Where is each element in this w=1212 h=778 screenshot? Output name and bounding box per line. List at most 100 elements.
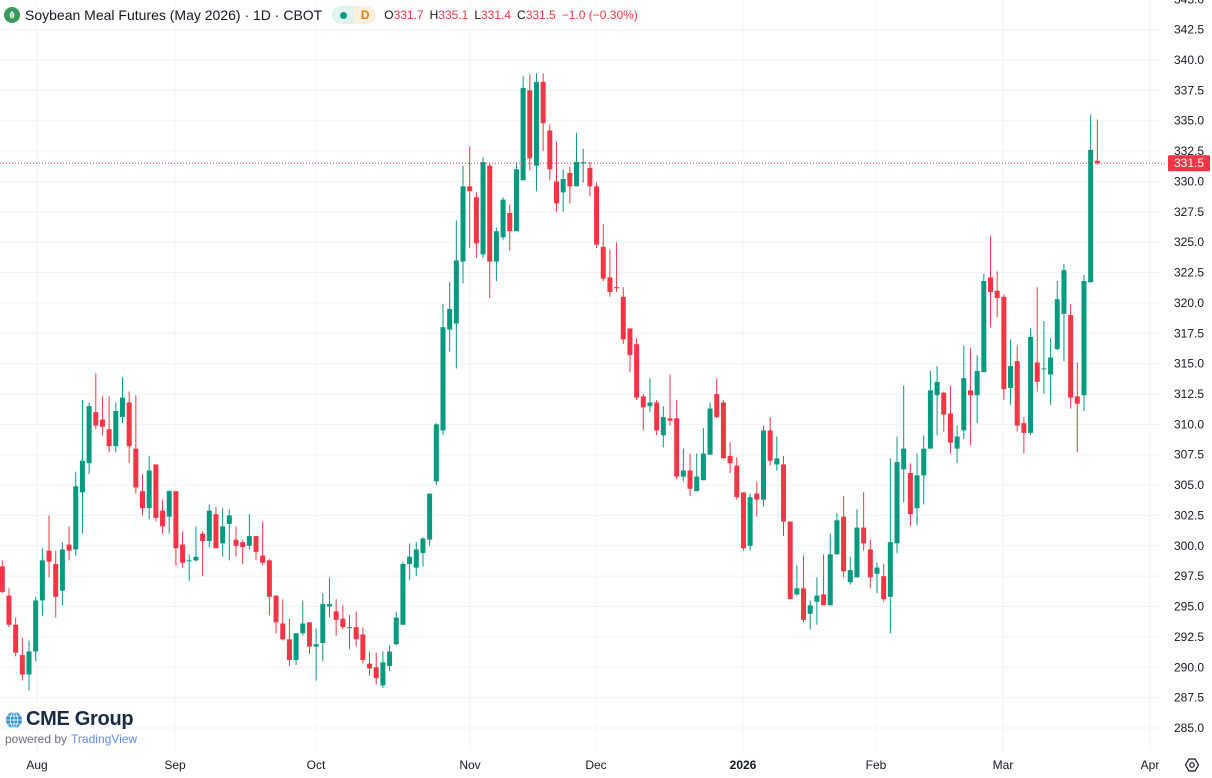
candle-body <box>360 634 366 660</box>
candle-body <box>747 497 753 546</box>
candle-body <box>740 492 746 549</box>
candle-body <box>861 527 867 544</box>
candle-body <box>380 662 386 686</box>
y-tick-label: 332.5 <box>1174 144 1204 158</box>
candle-body <box>347 627 353 629</box>
candle-up <box>447 282 453 352</box>
candle-up <box>807 600 813 630</box>
candle-up <box>26 640 32 691</box>
candle-up <box>927 370 933 449</box>
last-price-value: 331.5 <box>1174 156 1204 170</box>
candle-down <box>727 442 733 473</box>
candle-down <box>654 400 660 436</box>
y-tick-label: 315.0 <box>1174 357 1204 371</box>
candle-up <box>313 628 319 681</box>
candle-down <box>273 595 279 634</box>
candle-down <box>967 347 973 445</box>
delayed-badge[interactable]: D <box>354 6 377 24</box>
candle-body <box>99 419 105 427</box>
candle-up <box>420 537 426 567</box>
candle-body <box>1054 299 1060 350</box>
candle-down <box>941 391 947 432</box>
candle-body <box>306 622 312 647</box>
candle-up <box>320 593 326 662</box>
candle-body <box>941 392 947 415</box>
candle-down <box>280 599 286 641</box>
candle-down <box>667 374 673 426</box>
time-axis[interactable]: Aug Sep Oct Nov Dec 2026 Feb Mar Apr <box>26 758 1159 772</box>
candle-body <box>781 464 787 522</box>
candle-body <box>206 510 212 541</box>
gear-icon[interactable] <box>1184 757 1200 773</box>
tradingview-link[interactable]: TradingView <box>71 732 138 746</box>
open-label: O <box>384 8 394 22</box>
candle-down <box>553 141 559 212</box>
candle-body <box>600 247 606 279</box>
candle-up <box>1041 321 1047 394</box>
candle-body <box>560 179 566 193</box>
candle-body <box>119 397 125 418</box>
candle-body <box>754 493 760 500</box>
candle-down <box>861 492 867 551</box>
candle-up <box>407 543 413 580</box>
candle-body <box>66 544 72 551</box>
candle-up <box>460 165 466 284</box>
candle-body <box>934 381 940 396</box>
candle-up <box>193 526 199 562</box>
candle-up <box>580 148 586 183</box>
candle-down <box>614 242 620 292</box>
candle-body <box>153 464 159 518</box>
price-axis[interactable]: 285.0 287.5 290.0 292.5 295.0 297.5 300.0 302.5… <box>1174 0 1204 735</box>
candle-body <box>627 328 633 356</box>
candle-body <box>660 417 666 436</box>
candle-up <box>293 633 299 665</box>
x-tick-label: Apr <box>1141 758 1160 772</box>
candle-body <box>854 527 860 578</box>
candle-down <box>720 400 726 459</box>
y-tick-label: 322.5 <box>1174 266 1204 280</box>
candle-up <box>393 611 399 646</box>
candle-up <box>326 577 332 618</box>
candle-up <box>1061 264 1067 362</box>
x-tick-label: Sep <box>164 758 186 772</box>
candle-up <box>440 304 446 436</box>
candle-body <box>894 461 900 544</box>
candle-body <box>46 550 52 562</box>
candle-body <box>113 410 119 447</box>
candle-body <box>547 130 553 170</box>
candle-up <box>433 423 439 486</box>
candle-body <box>527 90 533 159</box>
candle-up <box>834 513 840 555</box>
candle-down <box>66 526 72 561</box>
candle-down <box>841 496 847 578</box>
candle-body <box>13 624 19 653</box>
candle-body <box>961 378 967 431</box>
x-tick-label: Mar <box>993 758 1014 772</box>
candle-down <box>487 163 493 299</box>
candle-up <box>874 562 880 594</box>
candle-body <box>881 576 887 600</box>
candle-up <box>533 73 539 192</box>
candle-body <box>714 393 720 418</box>
symbol-title[interactable]: Soybean Meal Futures (May 2026) · 1D · C… <box>25 7 323 23</box>
candle-down <box>587 162 593 197</box>
market-open-dot-icon[interactable] <box>332 6 355 24</box>
candle-body <box>1021 423 1027 433</box>
candle-down <box>600 223 606 282</box>
candle-body <box>320 604 326 643</box>
candle-down <box>740 492 746 551</box>
candle-down <box>947 385 953 454</box>
candle-up <box>480 157 486 258</box>
candle-down <box>53 550 59 618</box>
candle-down <box>787 521 793 600</box>
cme-tradingview-logo[interactable]: CME Group powered by TradingView <box>5 708 137 746</box>
close-value: 331.5 <box>525 8 556 22</box>
candle-body <box>834 520 840 555</box>
candle-body <box>280 623 286 640</box>
candle-down <box>467 146 473 249</box>
candle-body <box>1081 281 1087 396</box>
candle-body <box>1088 149 1094 283</box>
candle-body <box>620 296 626 340</box>
candle-up <box>400 561 406 625</box>
